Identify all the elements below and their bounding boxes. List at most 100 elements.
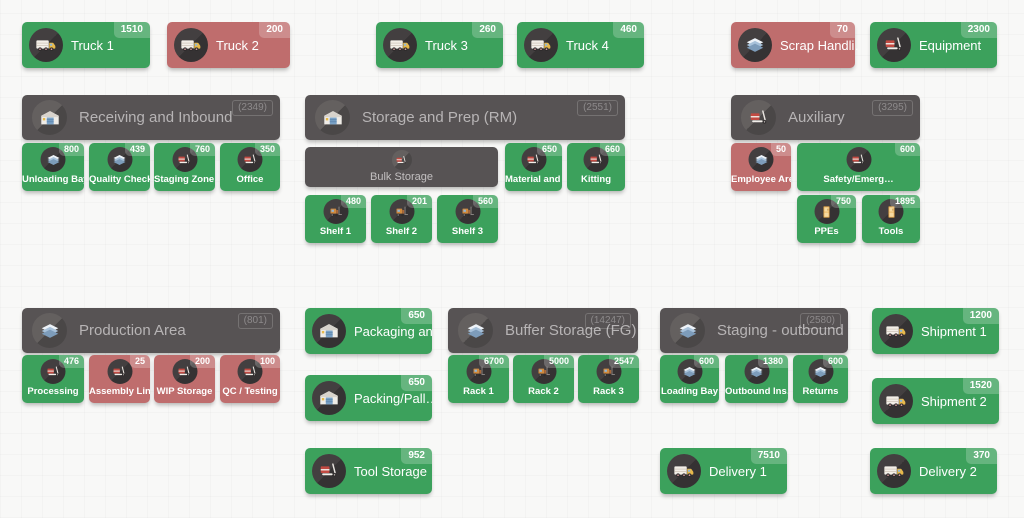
count-badge: 100 [254,355,280,368]
count-badge: 25 [129,355,150,368]
unit-ppes[interactable]: 750 PPEs [797,195,856,243]
group-production-area[interactable]: Production Area (801) [22,308,280,353]
unit-shipment-1[interactable]: Shipment 1 1200 [872,308,999,354]
unit-material-handling[interactable]: 650 Material and … [505,143,562,191]
unit-truck-1[interactable]: Truck 1 1510 [22,22,150,68]
unit-packing-palletizing[interactable]: Packing/Pall… 650 [305,375,432,421]
forklift-icon [323,199,348,224]
group-total-badge: (3295) [872,100,913,116]
unit-label: Material and … [505,174,562,185]
unit-scrap-handling[interactable]: Scrap Handli… 70 [731,22,858,68]
handtruck-icon [237,147,263,172]
forklift-icon [455,199,480,224]
unit-tool-storage[interactable]: Tool Storage 952 [305,448,432,494]
unit-packaging[interactable]: Packaging an… 650 [305,308,432,354]
count-badge: 200 [259,22,290,38]
group-title: Staging - outbound [717,322,844,339]
unit-label: Outbound Ins… [725,386,788,397]
unit-assembly-line[interactable]: 25 Assembly Line [89,355,150,403]
unit-label: Truck 2 [216,37,259,53]
pallet-icon [808,359,833,384]
handtruck-icon [312,454,346,488]
unit-label: PPEs [814,226,839,237]
count-badge: 370 [966,448,997,464]
unit-processing[interactable]: 476 Processing [22,355,84,403]
unit-loading-bay[interactable]: 600 Loading Bay [660,355,719,403]
unit-label: Loading Bay [660,386,718,397]
handtruck-icon [877,28,911,62]
unit-label: Tools [878,226,904,237]
forklift-icon [389,199,414,224]
unit-tools[interactable]: 1895 Tools [862,195,920,243]
handtruck-icon [40,359,66,384]
unit-truck-4[interactable]: Truck 4 460 [517,22,644,68]
unit-label: Shelf 2 [385,226,418,237]
unit-unloading-bay[interactable]: 800 Unloading Bay [22,143,84,191]
group-auxiliary[interactable]: Auxiliary (3295) [731,95,920,140]
count-badge: 650 [536,143,562,156]
unit-qc-testing[interactable]: 100 QC / Testing [220,355,280,403]
group-total-badge: (14247) [584,313,631,329]
unit-label: Shelf 1 [319,226,352,237]
handtruck-icon [172,359,197,384]
unit-staging-zone[interactable]: 760 Staging Zone … [154,143,215,191]
unit-quality-check[interactable]: 439 Quality Check [89,143,150,191]
unit-wip-storage[interactable]: 200 WIP Storage [154,355,215,403]
unit-label: Truck 3 [425,37,468,53]
handtruck-icon [846,147,871,172]
count-badge: 600 [894,143,920,156]
group-buffer-storage[interactable]: Buffer Storage (FG) (14247) [448,308,638,353]
truck-icon [879,314,913,348]
handtruck-icon [172,147,197,172]
pallet-icon [40,147,66,172]
unit-label: Kitting [580,174,612,185]
unit-rack-1[interactable]: 6700 Rack 1 [448,355,509,403]
pallet-icon [107,147,132,172]
unit-label: Office [236,174,264,185]
unit-label: QC / Testing [222,386,278,397]
pallet-icon [748,147,774,172]
unit-label: Rack 2 [528,386,559,397]
count-badge: 650 [401,308,432,324]
unit-equipment[interactable]: Equipment 2300 [870,22,997,68]
count-badge: 952 [401,448,432,464]
truck-icon [877,454,911,488]
unit-delivery-1[interactable]: Delivery 1 7510 [660,448,787,494]
unit-label: Assembly Line [89,386,150,397]
subgroup-bulk-storage[interactable]: Bulk Storage [305,147,498,187]
count-badge: 260 [472,22,503,38]
unit-safety-emergency[interactable]: 600 Safety/Emerg… [797,143,920,191]
unit-shipment-2[interactable]: Shipment 2 1520 [872,378,999,424]
unit-shelf-2[interactable]: 201 Shelf 2 [371,195,432,243]
group-receiving-inbound[interactable]: Receiving and Inbound (2349) [22,95,280,140]
unit-returns[interactable]: 600 Returns [793,355,848,403]
unit-label: Packaging an… [354,323,432,339]
group-staging-outbound[interactable]: Staging - outbound (2580) [660,308,848,353]
count-badge: 1520 [962,378,999,394]
unit-truck-2[interactable]: Truck 2 200 [167,22,290,68]
unit-rack-2[interactable]: 5000 Rack 2 [513,355,574,403]
unit-label: Equipment [919,37,982,53]
unit-label: Employee Area [731,174,791,185]
group-storage-prep[interactable]: Storage and Prep (RM) (2551) [305,95,625,140]
unit-office[interactable]: 350 Office [220,143,280,191]
count-badge: 2547 [608,355,639,368]
unit-kitting[interactable]: 660 Kitting [567,143,625,191]
count-badge: 1895 [889,195,920,208]
count-badge: 50 [770,143,791,156]
unit-shelf-1[interactable]: 480 Shelf 1 [305,195,366,243]
count-badge: 480 [340,195,366,208]
forklift-icon [531,359,556,384]
unit-truck-3[interactable]: Truck 3 260 [376,22,503,68]
unit-rack-3[interactable]: 2547 Rack 3 [578,355,639,403]
pallet-icon [670,313,705,348]
unit-delivery-2[interactable]: Delivery 2 370 [870,448,997,494]
unit-label: Shelf 3 [451,226,484,237]
count-badge: 650 [401,375,432,391]
truck-icon [879,384,913,418]
unit-outbound-inspection[interactable]: 1380 Outbound Ins… [725,355,788,403]
unit-shelf-3[interactable]: 560 Shelf 3 [437,195,498,243]
unit-employee-area[interactable]: 50 Employee Area [731,143,791,191]
locker-icon [814,199,839,224]
group-title: Auxiliary [788,109,845,126]
